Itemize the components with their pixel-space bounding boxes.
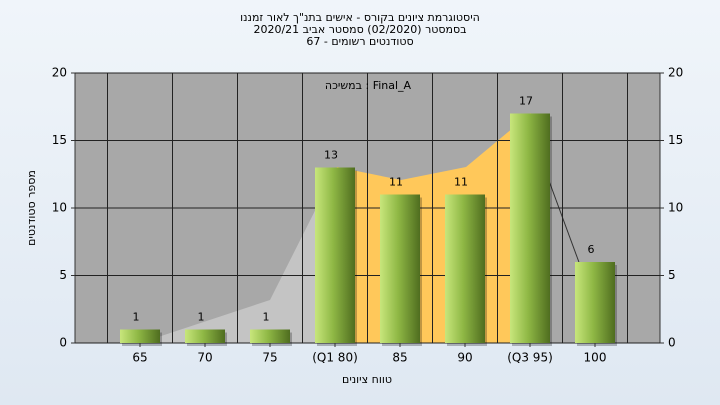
bar [380, 194, 420, 343]
value-label: 11 [454, 176, 468, 189]
x-tick-label: 75 [262, 351, 277, 365]
chart-title: היסטוגרמת ציונים בקורס - אישים בתנ"ך לאו… [240, 11, 480, 24]
decor-area [75, 167, 337, 343]
y-axis-label: מספר סטודנטים [25, 170, 38, 246]
y-tick-label: 15 [52, 133, 67, 147]
y2-tick-label: 10 [668, 201, 683, 215]
legend-text: במשיכה : Final_A [325, 79, 412, 92]
x-tick-label: 85 [392, 351, 407, 365]
value-label: 6 [588, 243, 595, 256]
x-tick-label: (Q1 80) [312, 351, 358, 365]
y-tick-label: 0 [59, 336, 67, 350]
x-tick-label: 90 [457, 351, 472, 365]
bar [250, 329, 290, 343]
chart-subtitle: סטודנטים רשומים - 67 [306, 35, 413, 48]
y2-tick-label: 0 [668, 336, 676, 350]
x-axis-label: טווח ציונים [342, 373, 392, 386]
y2-tick-label: 20 [668, 66, 683, 80]
bar [120, 329, 160, 343]
x-tick-label: 70 [197, 351, 212, 365]
value-label: 1 [263, 311, 270, 324]
value-label: 1 [133, 311, 140, 324]
value-label: 13 [324, 149, 338, 162]
y2-tick-label: 5 [668, 268, 676, 282]
y-tick-label: 10 [52, 201, 67, 215]
value-label: 17 [519, 95, 533, 108]
y-tick-label: 20 [52, 66, 67, 80]
bar [575, 262, 615, 343]
value-label: 1 [198, 311, 205, 324]
y-tick-label: 5 [59, 268, 67, 282]
y2-tick-label: 15 [668, 133, 683, 147]
x-tick-label: 65 [132, 351, 147, 365]
x-tick-label: (Q3 95) [507, 351, 553, 365]
bar [445, 194, 485, 343]
chart-subtitle: בסמסטר (02/2020) סמסטר אביב 2020/21 [253, 23, 466, 36]
bar [510, 113, 550, 343]
value-label: 11 [389, 176, 403, 189]
bar [315, 167, 355, 343]
bar [185, 329, 225, 343]
x-tick-label: 100 [584, 351, 607, 365]
